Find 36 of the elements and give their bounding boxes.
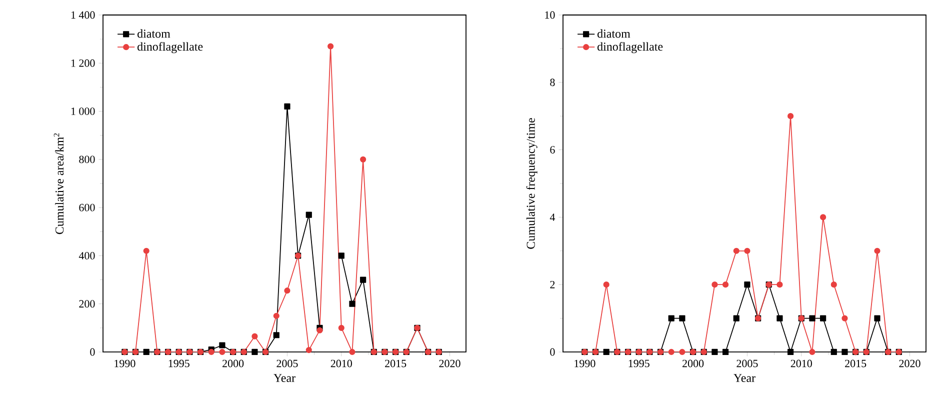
- legend-label: dinoflagellate: [598, 42, 663, 54]
- x-tick-label: 2005: [276, 360, 298, 368]
- x-axis-title: Year: [274, 374, 296, 382]
- y-tick-label: 8: [550, 78, 555, 86]
- x-tick-label: 1995: [628, 360, 650, 368]
- y-tick-label: 4: [550, 214, 556, 221]
- x-tick-label: 2020: [439, 360, 460, 368]
- x-tick-label: 2015: [845, 360, 866, 368]
- y-tick-label: 0: [90, 348, 95, 356]
- y-tick-label: 800: [79, 156, 95, 164]
- y-tick-label: 1 200: [71, 59, 95, 67]
- x-tick-label: 2010: [330, 360, 352, 368]
- y-tick-label: 6: [550, 146, 555, 154]
- x-tick-label: 2005: [736, 360, 758, 368]
- x-tick-label: 2015: [385, 360, 406, 368]
- x-axis-title: Year: [734, 374, 756, 382]
- y-tick-label: 2: [550, 280, 555, 288]
- x-tick-label: 2020: [899, 360, 920, 368]
- y-tick-label: 0: [550, 348, 555, 356]
- x-tick-label: 1995: [168, 360, 190, 368]
- y-axis-title: Cumulative frequency/time: [526, 118, 538, 249]
- x-tick-label: 2010: [790, 360, 812, 368]
- legend-label: dinoflagellate: [138, 42, 203, 54]
- x-tick-label: 2000: [682, 360, 704, 368]
- x-tick-label: 2000: [222, 360, 244, 368]
- y-tick-label: 200: [79, 300, 95, 308]
- y-tick-label: 1 400: [71, 11, 95, 19]
- legend-label: diatom: [138, 29, 170, 38]
- x-tick-label: 1990: [574, 360, 596, 368]
- y-tick-label: 400: [78, 252, 95, 260]
- legend-label: diatom: [598, 29, 630, 38]
- x-tick-label: 1990: [114, 360, 136, 368]
- y-tick-label: 10: [545, 11, 555, 19]
- y-tick-label: 1 000: [71, 108, 95, 115]
- y-axis-title: Cumulative area/km$^{2}$: [54, 133, 64, 234]
- y-tick-label: 600: [79, 204, 95, 212]
